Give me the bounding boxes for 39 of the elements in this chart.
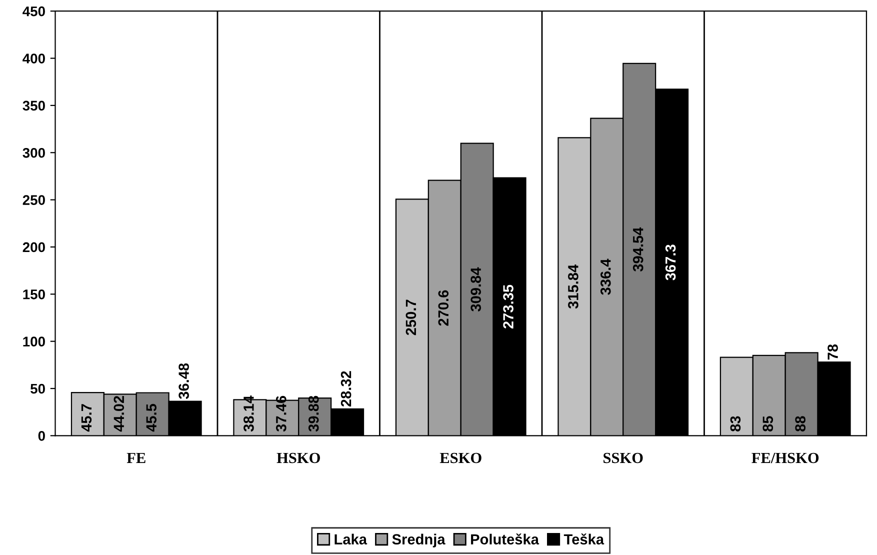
y-tick-label: 100 <box>23 336 45 346</box>
y-tick-label: 300 <box>22 148 45 158</box>
data-label: 28.32 <box>340 371 352 407</box>
y-tick-label: 150 <box>23 289 45 300</box>
legend-label: Poluteška <box>471 533 540 545</box>
x-tick-label: FE/HSKO <box>752 452 819 464</box>
x-tick-label: HSKO <box>276 452 320 464</box>
data-label: 270.6 <box>438 290 449 326</box>
legend-label: Srednja <box>392 534 446 548</box>
y-tick-label: 350 <box>22 100 45 111</box>
data-label: 273.35 <box>503 284 514 329</box>
data-label: 36.48 <box>178 363 189 400</box>
data-label: 44.02 <box>114 396 124 432</box>
data-label: 45.5 <box>146 404 157 432</box>
y-tick-label: 50 <box>30 384 45 394</box>
data-label: 309.84 <box>470 267 482 312</box>
data-label: 38.14 <box>244 395 254 432</box>
y-tick-label: 250 <box>22 195 45 205</box>
data-label: 88 <box>795 416 806 432</box>
data-label: 336.4 <box>600 258 611 295</box>
data-label: 315.84 <box>568 264 578 309</box>
x-tick-label: SSKO <box>604 452 643 464</box>
data-label: 85 <box>762 416 774 432</box>
data-label: 83 <box>730 416 741 432</box>
y-tick-label: 200 <box>22 242 45 252</box>
data-label: 78 <box>828 344 838 360</box>
y-tick-label: 450 <box>22 6 45 16</box>
data-label: 394.54 <box>632 227 644 272</box>
legend-label: Laka <box>334 534 368 545</box>
data-label: 367.3 <box>665 244 676 280</box>
data-label: 39.88 <box>308 396 319 432</box>
legend-label: Teška <box>564 533 604 545</box>
x-tick-label: FE <box>126 452 146 463</box>
y-tick-label: 400 <box>22 54 45 64</box>
y-tick-label: 0 <box>38 431 45 441</box>
data-label: 250.7 <box>406 300 416 336</box>
data-label: 37.46 <box>276 396 286 432</box>
data-label: 45.7 <box>81 404 92 432</box>
x-tick-label: ESKO <box>440 452 482 464</box>
